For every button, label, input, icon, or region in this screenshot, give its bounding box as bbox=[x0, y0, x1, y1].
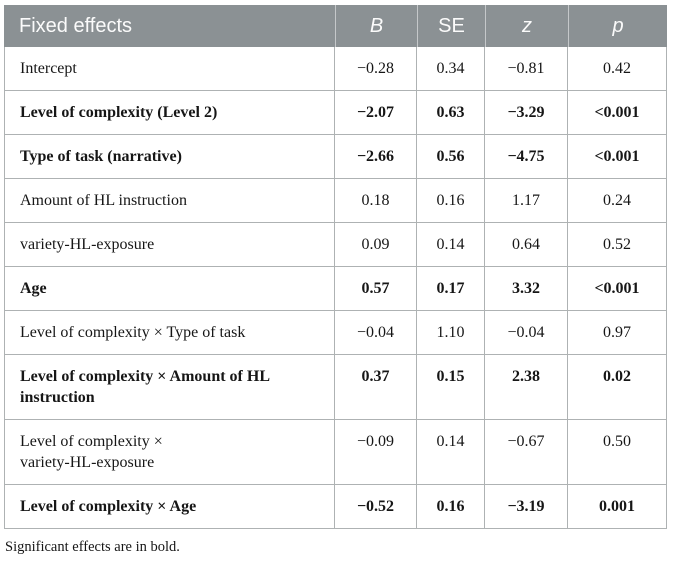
cell-p-value: 0.52 bbox=[568, 223, 667, 267]
cell-se-value: 0.63 bbox=[417, 91, 485, 135]
cell-se-value: 0.14 bbox=[417, 223, 485, 267]
cell-b-value: 0.37 bbox=[335, 355, 417, 420]
table-row: Type of task (narrative) −2.66 0.56 −4.7… bbox=[4, 135, 667, 179]
cell-p-value: 0.97 bbox=[568, 311, 667, 355]
cell-b-value: −0.28 bbox=[335, 47, 417, 91]
cell-p-value: 0.50 bbox=[568, 420, 667, 485]
table-row: Level of complexity × Age −0.52 0.16 −3.… bbox=[4, 485, 667, 529]
cell-p-value: 0.24 bbox=[568, 179, 667, 223]
table-row: Level of complexity × variety-HL-exposur… bbox=[4, 420, 667, 485]
table-row: Age 0.57 0.17 3.32 <0.001 bbox=[4, 267, 667, 311]
cell-z-value: −0.67 bbox=[485, 420, 568, 485]
cell-z-value: −0.81 bbox=[485, 47, 568, 91]
column-header-b: B bbox=[335, 5, 417, 47]
cell-z-value: 0.64 bbox=[485, 223, 568, 267]
column-header-se: SE bbox=[417, 5, 485, 47]
cell-se-value: 0.15 bbox=[417, 355, 485, 420]
cell-se-value: 0.16 bbox=[417, 179, 485, 223]
cell-z-value: 1.17 bbox=[485, 179, 568, 223]
table-footnote: Significant effects are in bold. bbox=[5, 539, 180, 555]
table-row: Level of complexity × Amount of HL instr… bbox=[4, 355, 667, 420]
row-label: Level of complexity × Amount of HL instr… bbox=[4, 355, 335, 420]
table-row: Level of complexity (Level 2) −2.07 0.63… bbox=[4, 91, 667, 135]
cell-p-value: 0.42 bbox=[568, 47, 667, 91]
row-label: Age bbox=[4, 267, 335, 311]
cell-se-value: 0.16 bbox=[417, 485, 485, 529]
cell-z-value: −4.75 bbox=[485, 135, 568, 179]
cell-b-value: −0.52 bbox=[335, 485, 417, 529]
row-label: Amount of HL instruction bbox=[4, 179, 335, 223]
row-label: Level of complexity × Type of task bbox=[4, 311, 335, 355]
cell-se-value: 1.10 bbox=[417, 311, 485, 355]
row-label: Level of complexity × Age bbox=[4, 485, 335, 529]
cell-se-value: 0.34 bbox=[417, 47, 485, 91]
table-row: Level of complexity × Type of task −0.04… bbox=[4, 311, 667, 355]
cell-b-value: 0.18 bbox=[335, 179, 417, 223]
cell-b-value: 0.57 bbox=[335, 267, 417, 311]
row-label: Type of task (narrative) bbox=[4, 135, 335, 179]
cell-b-value: 0.09 bbox=[335, 223, 417, 267]
cell-z-value: −3.19 bbox=[485, 485, 568, 529]
cell-z-value: −0.04 bbox=[485, 311, 568, 355]
cell-b-value: −0.04 bbox=[335, 311, 417, 355]
table-row: Intercept −0.28 0.34 −0.81 0.42 bbox=[4, 47, 667, 91]
cell-b-value: −0.09 bbox=[335, 420, 417, 485]
fixed-effects-table: Fixed effects B SE z p Intercept −0.28 0… bbox=[4, 5, 667, 529]
cell-p-value: <0.001 bbox=[568, 135, 667, 179]
row-label: variety-HL-exposure bbox=[4, 223, 335, 267]
column-header-p: p bbox=[568, 5, 667, 47]
cell-p-value: 0.001 bbox=[568, 485, 667, 529]
cell-z-value: 2.38 bbox=[485, 355, 568, 420]
cell-se-value: 0.56 bbox=[417, 135, 485, 179]
cell-p-value: <0.001 bbox=[568, 267, 667, 311]
row-label: Level of complexity (Level 2) bbox=[4, 91, 335, 135]
header-row: Fixed effects B SE z p bbox=[4, 5, 667, 47]
column-header-z: z bbox=[485, 5, 568, 47]
table-row: Amount of HL instruction 0.18 0.16 1.17 … bbox=[4, 179, 667, 223]
cell-b-value: −2.07 bbox=[335, 91, 417, 135]
cell-p-value: 0.02 bbox=[568, 355, 667, 420]
cell-z-value: −3.29 bbox=[485, 91, 568, 135]
cell-se-value: 0.17 bbox=[417, 267, 485, 311]
row-label: Level of complexity × variety-HL-exposur… bbox=[4, 420, 335, 485]
cell-se-value: 0.14 bbox=[417, 420, 485, 485]
cell-z-value: 3.32 bbox=[485, 267, 568, 311]
cell-p-value: <0.001 bbox=[568, 91, 667, 135]
column-header-fixed-effects: Fixed effects bbox=[4, 5, 335, 47]
row-label: Intercept bbox=[4, 47, 335, 91]
table-row: variety-HL-exposure 0.09 0.14 0.64 0.52 bbox=[4, 223, 667, 267]
cell-b-value: −2.66 bbox=[335, 135, 417, 179]
